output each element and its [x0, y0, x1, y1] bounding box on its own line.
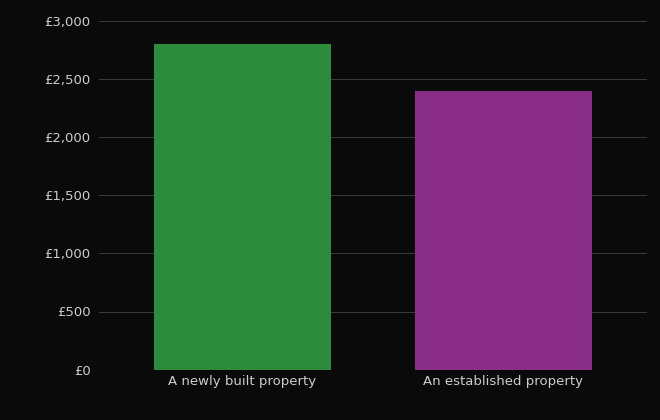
Bar [414, 91, 592, 370]
Bar [154, 44, 331, 370]
